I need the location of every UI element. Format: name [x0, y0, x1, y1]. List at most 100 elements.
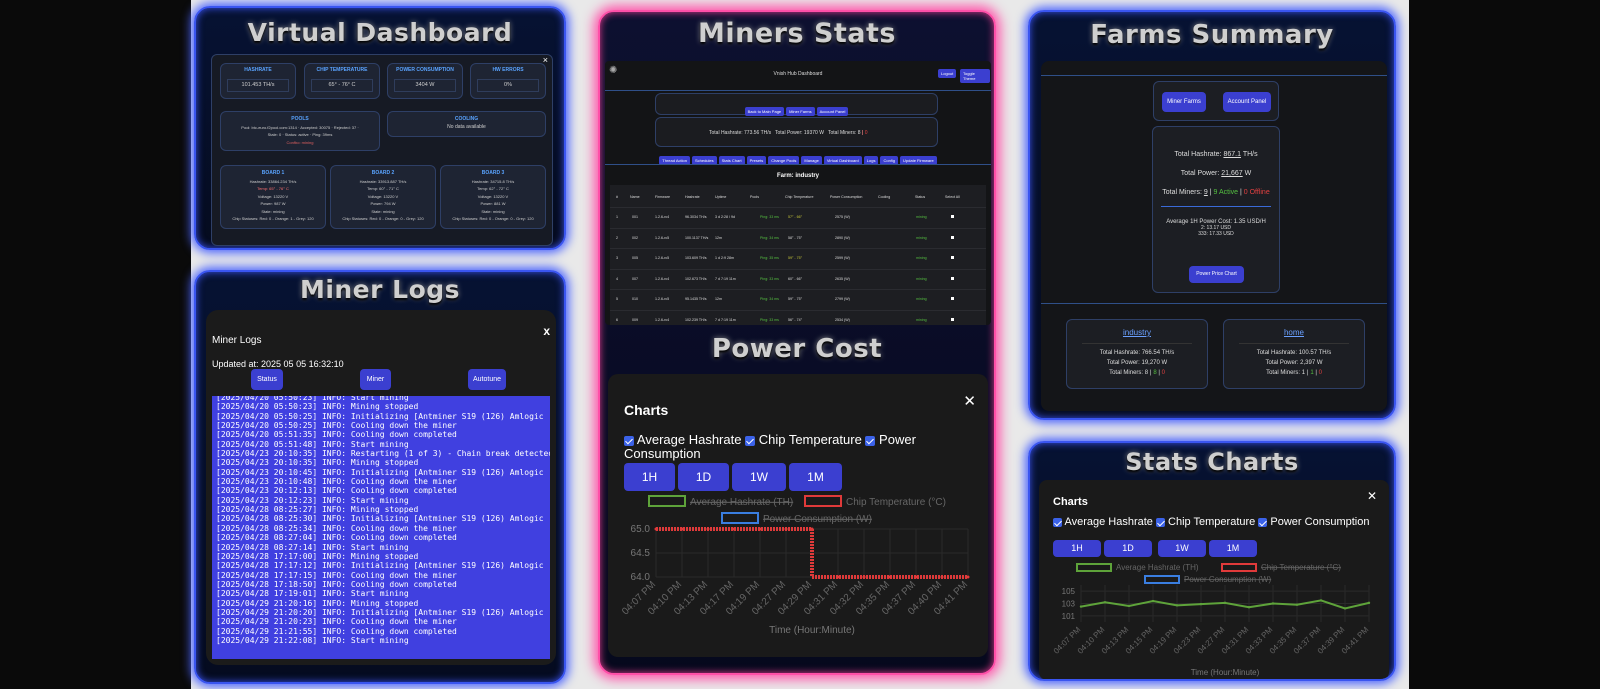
data-point[interactable] [1343, 607, 1347, 610]
legend-swatch[interactable] [1221, 563, 1257, 572]
miner-button[interactable]: Miner [360, 369, 391, 390]
data-point[interactable] [1295, 603, 1299, 606]
nav-button[interactable]: Account Panel [816, 107, 849, 116]
series-line[interactable] [656, 527, 968, 579]
table-row[interactable]: 6 009 1.2.6-rc4 102.239 TH/s 7 d 7:19 11m Pin… [610, 309, 986, 326]
tool-button[interactable]: Update Firmware [900, 156, 937, 165]
legend-label[interactable]: Average Hashrate (TH) [1116, 563, 1199, 572]
checkbox-icon[interactable] [745, 435, 756, 446]
data-point[interactable] [940, 575, 944, 579]
tool-button[interactable]: Stats Chart [718, 156, 745, 165]
legend-label[interactable]: Chip Temperature (°C) [1261, 563, 1341, 572]
checkbox-icon[interactable] [1053, 517, 1062, 527]
close-icon[interactable]: ✕ [963, 393, 976, 410]
data-point[interactable] [732, 527, 736, 531]
range-button-1w[interactable]: 1W [732, 463, 786, 491]
close-icon[interactable]: × [542, 55, 548, 65]
range-button-1h[interactable]: 1H [624, 463, 675, 491]
data-point[interactable] [1199, 602, 1203, 606]
data-point[interactable] [1271, 602, 1275, 605]
nav-button[interactable]: Back to Main Page [744, 107, 785, 116]
range-button-1d[interactable]: 1D [678, 463, 729, 491]
data-point[interactable] [1103, 601, 1107, 604]
tool-button[interactable]: Presets [746, 156, 767, 165]
tool-button[interactable]: Schedules [691, 156, 717, 165]
logout-button[interactable]: Logout [938, 69, 957, 78]
close-icon[interactable]: x [543, 324, 550, 338]
table-row[interactable]: 5 010 1.2.6-rc5 95.1435 TH/s 12m Ping: 34 ms 5… [610, 289, 986, 308]
data-point[interactable] [888, 575, 892, 579]
data-point[interactable] [862, 575, 866, 579]
account-panel-button[interactable]: Account Panel [1223, 92, 1271, 112]
data-point[interactable] [1079, 605, 1083, 608]
toggle-theme-button[interactable]: Toggle Theme [960, 69, 990, 83]
table-row[interactable]: 1 001 1.2.6-rc4 96.3034 TH/s 3 d 2:28 / 9d Pi… [610, 207, 986, 226]
tool-button[interactable]: Change Pools [768, 156, 800, 165]
data-point[interactable] [680, 527, 684, 531]
table-row[interactable]: 3 005 1.2.6-rc5 103.609 TH/s 1 d 2:9 28m Ping… [610, 248, 986, 267]
power-price-chart-button[interactable]: Power Price Chart [1189, 266, 1244, 283]
checkbox-icon[interactable] [624, 435, 634, 446]
data-point[interactable] [654, 527, 658, 531]
status-button[interactable]: Status [251, 369, 283, 390]
data-point[interactable] [1319, 599, 1323, 602]
checkbox-icon[interactable] [865, 435, 876, 446]
tool-button[interactable]: Config [880, 156, 899, 165]
close-icon[interactable]: ✕ [1366, 489, 1377, 503]
panel-title: Farms Summary [1090, 20, 1334, 50]
farm-card[interactable]: home Total Hashrate: 100.57 TH/s Total Pow… [1223, 319, 1365, 389]
log-line: [2025/04/23 20:12:13] INFO: Cooling down… [216, 486, 457, 496]
legend-swatch[interactable] [804, 495, 842, 507]
checkbox-icon[interactable] [1258, 517, 1268, 527]
legend-swatch[interactable] [1144, 575, 1180, 584]
legend-swatch[interactable] [721, 512, 759, 524]
data-point[interactable] [966, 575, 970, 579]
tool-button[interactable]: Thread Action [659, 156, 690, 165]
legend-label[interactable]: Power Consumption (W) [1184, 575, 1271, 584]
miner-farms-button[interactable]: Miner Farms [1162, 92, 1206, 112]
data-point[interactable] [1151, 599, 1155, 603]
tool-button[interactable]: Virtual Dashboard [823, 156, 862, 165]
tool-button[interactable]: Logs [863, 156, 879, 165]
data-point[interactable] [758, 527, 762, 531]
data-point[interactable] [836, 575, 840, 579]
nav-button[interactable]: Miner Farms [786, 107, 815, 116]
legend-swatch[interactable] [1076, 563, 1112, 572]
table-row[interactable]: 4 007 1.2.6-rc4 102.673 TH/s 7 d 7:19 11m Pin… [610, 268, 986, 288]
tool-button[interactable]: Manage [801, 156, 822, 165]
legend-swatch[interactable] [648, 495, 686, 507]
data-point[interactable] [706, 527, 710, 531]
legend-label[interactable]: Power Consumption (W) [763, 514, 872, 525]
range-button-1h[interactable]: 1H [1053, 540, 1101, 557]
checkbox-icon[interactable] [1155, 517, 1165, 527]
data-point[interactable] [914, 575, 918, 579]
select-checkbox[interactable] [951, 276, 954, 280]
select-checkbox[interactable] [951, 256, 954, 259]
range-button-1m[interactable]: 1M [789, 463, 842, 491]
range-button-1m[interactable]: 1M [1209, 540, 1257, 557]
data-point[interactable] [1175, 604, 1179, 607]
farm-link[interactable]: home [1283, 328, 1304, 337]
data-point[interactable] [1223, 601, 1227, 605]
select-checkbox[interactable] [951, 317, 954, 321]
data-point[interactable] [1247, 606, 1251, 609]
data-point[interactable] [1127, 604, 1131, 608]
autotune-button[interactable]: Autotune [468, 369, 506, 390]
select-checkbox[interactable] [951, 235, 954, 239]
log-output[interactable]: [2025/04/20 05:50:23] INFO: Start mining… [212, 396, 550, 659]
legend-label[interactable]: Chip Temperature (°C) [846, 497, 946, 508]
divider [1082, 343, 1192, 344]
select-checkbox[interactable] [951, 297, 954, 300]
series-toggles: Average Hashrate Chip Temperature Power … [1053, 517, 1383, 528]
separator: | [1313, 370, 1319, 376]
legend-label[interactable]: Average Hashrate (TH) [690, 497, 793, 508]
farm-card[interactable]: industry Total Hashrate: 766.54 TH/s Total… [1066, 319, 1208, 389]
table-row[interactable]: 2 002 1.2.6-rc5 100.1137 TH/s 12m Ping: 34 ms… [610, 227, 986, 247]
data-point[interactable] [784, 527, 788, 531]
data-point[interactable] [1367, 601, 1371, 605]
range-button-1d[interactable]: 1D [1104, 540, 1152, 557]
range-button-1w[interactable]: 1W [1158, 540, 1206, 557]
data-point[interactable] [810, 527, 814, 531]
farm-link[interactable]: industry [1122, 328, 1151, 337]
select-checkbox[interactable] [951, 215, 954, 218]
